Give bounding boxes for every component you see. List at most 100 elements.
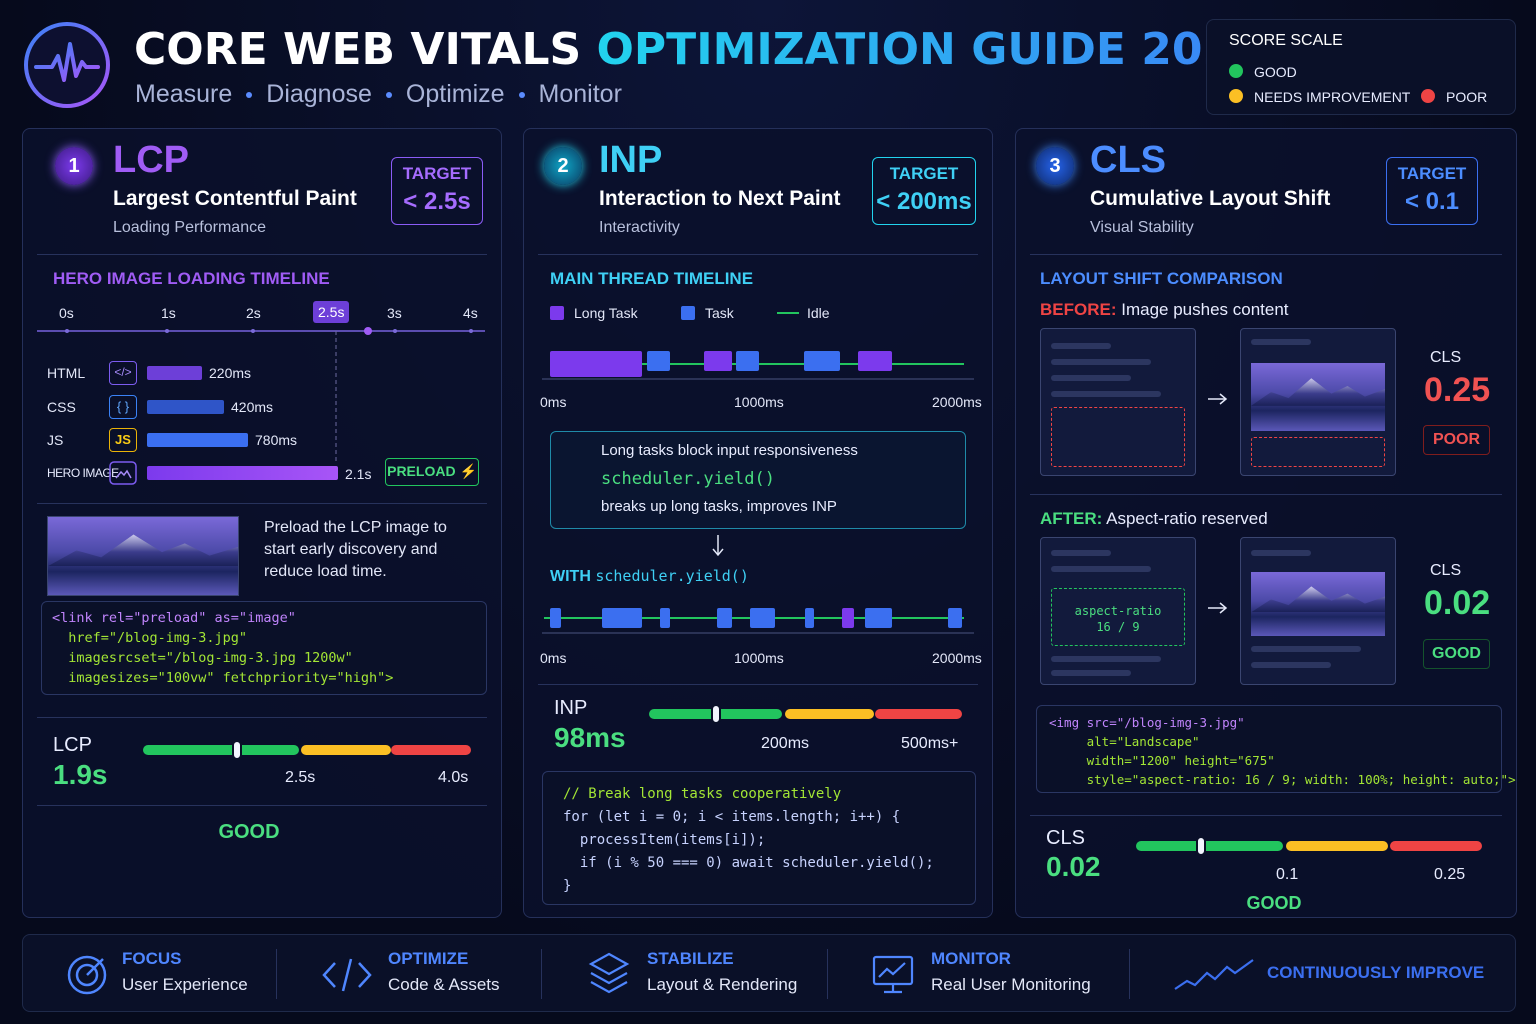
lcp-panel: 1 LCP Largest Contentful Paint Loading P… bbox=[22, 128, 502, 918]
footer-title: MONITOR bbox=[931, 949, 1011, 968]
footer-closing: CONTINUOUSLY IMPROVE bbox=[1267, 963, 1485, 982]
after-text: Aspect-ratio reserved bbox=[1106, 509, 1268, 528]
resource-time: 780ms bbox=[255, 432, 298, 448]
target: TARGET < 0.1 bbox=[1386, 157, 1478, 225]
resource-label: CSS bbox=[47, 399, 76, 415]
footer: FOCUS User Experience OPTIMIZE Code & As… bbox=[22, 934, 1516, 1012]
code-line: } bbox=[563, 878, 572, 894]
monitor-icon bbox=[872, 955, 914, 994]
title: CORE WEB VITALS OPTIMIZATION GUIDE 2026 bbox=[134, 24, 1264, 75]
before-heading: BEFORE: Image pushes content bbox=[1040, 300, 1289, 320]
after-heading: AFTER: Aspect-ratio reserved bbox=[1040, 509, 1268, 529]
metric-name: Cumulative Layout Shift bbox=[1090, 187, 1331, 210]
score-tick: 2.5s bbox=[285, 769, 316, 786]
score-tick: 0.1 bbox=[1276, 866, 1299, 883]
target-label: TARGET bbox=[889, 164, 959, 183]
legend-item: Long Task bbox=[574, 305, 638, 321]
score-label: CLS bbox=[1046, 827, 1085, 849]
layers-icon bbox=[588, 952, 630, 994]
target: TARGET < 200ms bbox=[872, 157, 976, 225]
score-value: 1.9s bbox=[53, 759, 108, 790]
placeholder: aspect-ratio 16 / 9 bbox=[1051, 588, 1185, 646]
resource-icon: </> bbox=[109, 361, 137, 385]
title-main: CORE WEB VITALS bbox=[134, 24, 582, 75]
timeline-tick: 0s bbox=[59, 305, 74, 321]
timeline-tick: 3s bbox=[387, 305, 402, 321]
metric: CLS bbox=[1090, 139, 1166, 181]
code-line: for (let i = 0; i < items.length; i++) { bbox=[563, 809, 901, 825]
cls-label: CLS bbox=[1430, 562, 1462, 579]
metric: INP bbox=[599, 139, 663, 181]
before-label: BEFORE: bbox=[1040, 300, 1117, 319]
description: Preload the LCP image to start early dis… bbox=[264, 519, 447, 580]
metric: LCP bbox=[113, 139, 189, 181]
rating-badge: POOR bbox=[1423, 425, 1490, 455]
code-line: imagesrcset="/blog-img-3.jpg 1200w" bbox=[52, 650, 353, 666]
target-value: < 0.1 bbox=[1404, 188, 1460, 215]
resource-time: 420ms bbox=[231, 399, 274, 415]
tag: Optimize bbox=[405, 80, 505, 108]
metric-name: Interaction to Next Paint bbox=[599, 187, 841, 210]
metric-category: Interactivity bbox=[599, 219, 680, 236]
before-text: Image pushes content bbox=[1121, 300, 1289, 319]
scale-poor: POOR bbox=[1446, 89, 1488, 105]
callout: Long tasks block input responsiveness sc… bbox=[550, 431, 966, 529]
callout-code: scheduler.yield() bbox=[601, 469, 775, 489]
score-label: INP bbox=[554, 697, 588, 719]
title-accent: OPTIMIZATION GUIDE 2026 bbox=[596, 24, 1264, 75]
inp-panel: 2 INP Interaction to Next Paint Interact… bbox=[523, 128, 993, 918]
code-line: // Break long tasks cooperatively bbox=[563, 786, 842, 802]
target-label: TARGET bbox=[402, 164, 472, 183]
metric-category: Visual Stability bbox=[1090, 219, 1194, 236]
cls-panel: 3 CLS Cumulative Layout Shift Visual Sta… bbox=[1015, 128, 1517, 918]
footer-subtitle: Layout & Rendering bbox=[647, 975, 798, 994]
footer-title: STABILIZE bbox=[647, 949, 734, 968]
tag: Measure bbox=[135, 80, 233, 108]
panel-number: 2 bbox=[544, 147, 582, 185]
cls-value: 0.02 bbox=[1424, 584, 1491, 622]
code-line: imagesizes="100vw" fetchpriority="high"> bbox=[52, 670, 394, 686]
with-code: scheduler.yield() bbox=[595, 567, 749, 585]
after-label: AFTER: bbox=[1040, 509, 1103, 528]
score-scale: SCORE SCALE GOOD NEEDS IMPROVEMENT POOR bbox=[1206, 19, 1516, 115]
rating: GOOD bbox=[1246, 893, 1302, 913]
axis-label: 0ms bbox=[540, 650, 567, 666]
axis-label: 0ms bbox=[540, 394, 567, 410]
resource-label: JS bbox=[47, 432, 64, 448]
footer-title: OPTIMIZE bbox=[388, 949, 469, 968]
badge-text: PRELOAD bbox=[387, 463, 456, 479]
score-tick: 200ms bbox=[761, 735, 810, 752]
score-tick: 0.25 bbox=[1434, 866, 1466, 883]
image-icon bbox=[109, 461, 137, 485]
footer-title: FOCUS bbox=[122, 949, 182, 968]
timeline-axis bbox=[37, 327, 485, 461]
axis-label: 1000ms bbox=[734, 650, 784, 666]
code-line: width="1200" height="675" bbox=[1049, 753, 1275, 768]
callout-note: breaks up long tasks, improves INP bbox=[601, 498, 837, 515]
yield-timeline bbox=[542, 608, 974, 634]
resource-label: HERO IMAGE bbox=[47, 466, 119, 480]
resource-time: 2.1s bbox=[345, 466, 372, 482]
target-value: < 2.5s bbox=[403, 188, 471, 215]
metric-category: Loading Performance bbox=[113, 219, 266, 236]
code-block: <link rel="preload" as="image" href="/bl… bbox=[41, 601, 487, 695]
code-line: <img src="/blog-img-3.jpg" bbox=[1049, 715, 1245, 730]
rating: GOOD bbox=[218, 821, 280, 843]
footer-subtitle: User Experience bbox=[122, 975, 248, 994]
placeholder-line: 16 / 9 bbox=[1096, 620, 1140, 634]
thread-timeline bbox=[542, 351, 974, 380]
score-tick: 4.0s bbox=[438, 769, 469, 786]
timeline-tick: 2s bbox=[246, 305, 261, 321]
code-line: href="/blog-img-3.jpg" bbox=[52, 630, 248, 646]
tag: Diagnose bbox=[266, 80, 372, 108]
logo bbox=[24, 22, 110, 108]
trend-icon bbox=[1174, 959, 1254, 990]
cls-value: 0.25 bbox=[1424, 371, 1491, 409]
code-block: // Break long tasks cooperatively for (l… bbox=[542, 771, 976, 905]
with-label: WITH bbox=[550, 568, 591, 585]
legend-item: Task bbox=[705, 305, 734, 321]
code-icon bbox=[322, 958, 372, 992]
timeline-tick: 1s bbox=[161, 305, 176, 321]
resource-icon: JS bbox=[109, 428, 137, 452]
